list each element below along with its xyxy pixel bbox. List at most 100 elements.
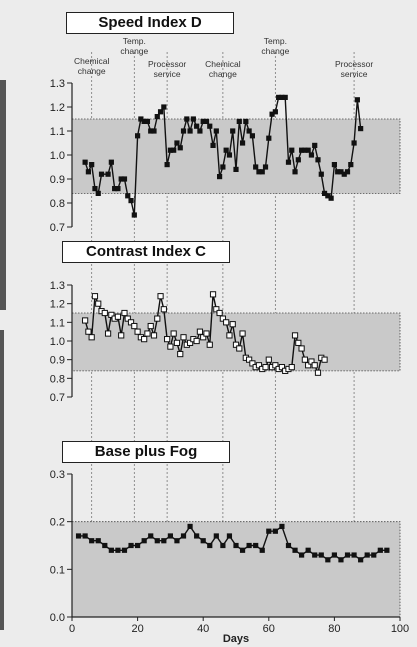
panel1-data-point (220, 164, 226, 170)
panel2-data-point (278, 364, 286, 371)
panel2-y-tick-label: 0.7 (50, 392, 65, 404)
panel3-data-point (299, 552, 305, 558)
panel2-data-point (223, 319, 230, 326)
panel2-data-point (301, 356, 308, 363)
panel2-data-point (200, 334, 207, 341)
panel1-data-point (112, 186, 118, 192)
panel2-data-point (124, 315, 131, 322)
panel2-data-point (154, 315, 161, 322)
annotation-label-4: Temp. (264, 36, 287, 46)
panel2-data-point (288, 364, 295, 371)
panel3-data-point (154, 538, 160, 544)
panel1-data-point (131, 212, 137, 218)
panel3-data-point (141, 538, 147, 544)
panel1-data-point (239, 140, 246, 146)
panel2-data-point (216, 309, 223, 317)
panel3-data-point (377, 547, 383, 553)
panel3-data-point (351, 552, 357, 558)
panel3-data-point (128, 542, 134, 549)
panel2-data-point (206, 341, 213, 348)
panel1-data-point (171, 147, 177, 153)
panel1-data-point (141, 118, 147, 124)
panel3-data-point (89, 538, 95, 544)
panel3-y-tick-label: 0.2 (50, 517, 65, 529)
x-tick-label: 100 (391, 623, 409, 635)
panel1-data-point (157, 109, 164, 115)
panel3-y-tick-label: 0.3 (50, 469, 65, 481)
panel1-data-point (164, 162, 170, 168)
panel1-data-point (272, 109, 278, 115)
panel1-data-point (285, 159, 292, 165)
panel1-data-point (98, 171, 105, 177)
panel1-data-point (197, 128, 203, 134)
panel3-data-point (272, 528, 278, 534)
panel2-data-point (246, 356, 253, 363)
panel1-data-point (344, 169, 351, 175)
panel1-data-point (308, 152, 315, 158)
panel3-data-point (233, 542, 239, 549)
panel1-data-point (328, 195, 334, 201)
panel1-data-point (338, 169, 344, 175)
panel2-data-point (196, 328, 204, 335)
panel2-y-tick-label: 1.1 (50, 317, 65, 329)
panel1-y-tick-label: 0.9 (50, 174, 65, 186)
panel2-data-point (193, 337, 200, 345)
panel1-data-point (243, 118, 249, 124)
panel3-data-point (115, 547, 121, 553)
panel3-data-point (253, 542, 259, 549)
panel3-data-point (285, 542, 292, 549)
panel2-y-tick-label: 1.3 (50, 280, 65, 292)
panel2-data-point (209, 291, 217, 298)
panel1-data-point (135, 133, 141, 139)
panel2-title: Contrast Index C (62, 241, 230, 263)
panel1-data-point (187, 128, 193, 134)
panel1-data-point (200, 118, 206, 124)
panel3-data-point (200, 538, 206, 544)
panel3-data-point (331, 552, 337, 558)
panel2-data-point (291, 332, 299, 339)
panel1-data-point (194, 123, 200, 129)
panel2-data-point (229, 321, 236, 328)
panel2-data-point (167, 343, 174, 350)
panel1-data-point (190, 116, 196, 122)
panel1-data-point (246, 128, 252, 134)
panel1-y-tick-label: 1.1 (50, 126, 65, 138)
panel1-data-point (118, 176, 124, 182)
annotation-label-5: Processor (335, 59, 373, 69)
panel2-data-point (232, 341, 240, 348)
panel1-data-point (82, 159, 88, 165)
left-edge-strip-lower (0, 330, 4, 630)
panel1-y-tick-label: 1.0 (50, 150, 65, 162)
panel3-data-point (318, 552, 324, 558)
panel1-data-point (174, 140, 180, 146)
panel1-data-point (108, 159, 114, 165)
panel3-data-point (312, 552, 318, 558)
panel1-data-point (266, 135, 272, 141)
panel2-data-point (226, 332, 233, 339)
annotation-label-1: change (120, 46, 148, 56)
panel2-data-point (160, 306, 167, 313)
panel1-data-point (282, 94, 288, 100)
panel1-data-point (154, 114, 160, 120)
panel2-data-point (127, 319, 135, 326)
panel3-data-point (292, 547, 298, 553)
panel1-data-point (318, 171, 324, 177)
panel1-data-point (358, 126, 364, 132)
panel1-data-point (236, 118, 242, 124)
panel2-data-point (173, 339, 181, 346)
panel3-data-point (75, 533, 82, 539)
panel1-data-point (223, 147, 229, 153)
panel1-y-tick-label: 0.8 (50, 198, 65, 210)
panel1-data-point (321, 190, 328, 196)
panel2-data-point (141, 336, 148, 343)
panel1-data-point (105, 171, 111, 177)
panel2-data-point (170, 330, 177, 337)
x-tick-label: 20 (131, 623, 143, 635)
panel1-data-point (167, 147, 173, 153)
panel1-data-point (233, 166, 239, 172)
panel1-data-point (269, 111, 275, 117)
panel2-data-point (236, 345, 243, 352)
panel1-data-point (331, 162, 337, 168)
panel3-data-point (266, 528, 272, 534)
annotation-label-1: Temp. (123, 36, 146, 46)
